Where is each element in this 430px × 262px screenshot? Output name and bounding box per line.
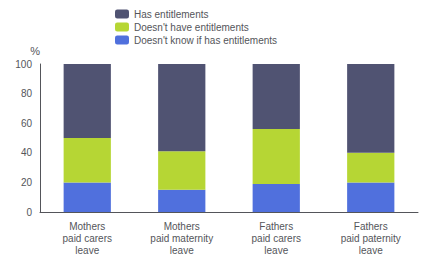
svg-text:80: 80	[21, 88, 33, 99]
svg-text:20: 20	[21, 177, 33, 188]
svg-text:Mothers: Mothers	[69, 221, 105, 232]
svg-text:40: 40	[21, 147, 33, 158]
svg-text:Doesn't have entitlements: Doesn't have entitlements	[134, 22, 249, 33]
svg-text:Mothers: Mothers	[164, 221, 200, 232]
svg-text:leave: leave	[359, 245, 383, 256]
svg-text:paid maternity: paid maternity	[150, 233, 213, 244]
svg-text:paid carers: paid carers	[252, 233, 301, 244]
svg-text:0: 0	[26, 207, 32, 218]
svg-text:Fathers: Fathers	[354, 221, 388, 232]
svg-text:100: 100	[15, 59, 32, 70]
svg-text:Doesn't know if has entitlemen: Doesn't know if has entitlements	[134, 35, 277, 46]
svg-text:leave: leave	[75, 245, 99, 256]
svg-text:paid paternity: paid paternity	[341, 233, 401, 244]
svg-text:leave: leave	[170, 245, 194, 256]
svg-text:leave: leave	[264, 245, 288, 256]
svg-text:%: %	[30, 45, 40, 57]
svg-text:paid carers: paid carers	[63, 233, 112, 244]
svg-text:Fathers: Fathers	[259, 221, 293, 232]
svg-text:60: 60	[21, 118, 33, 129]
svg-text:Has entitlements: Has entitlements	[134, 9, 208, 20]
